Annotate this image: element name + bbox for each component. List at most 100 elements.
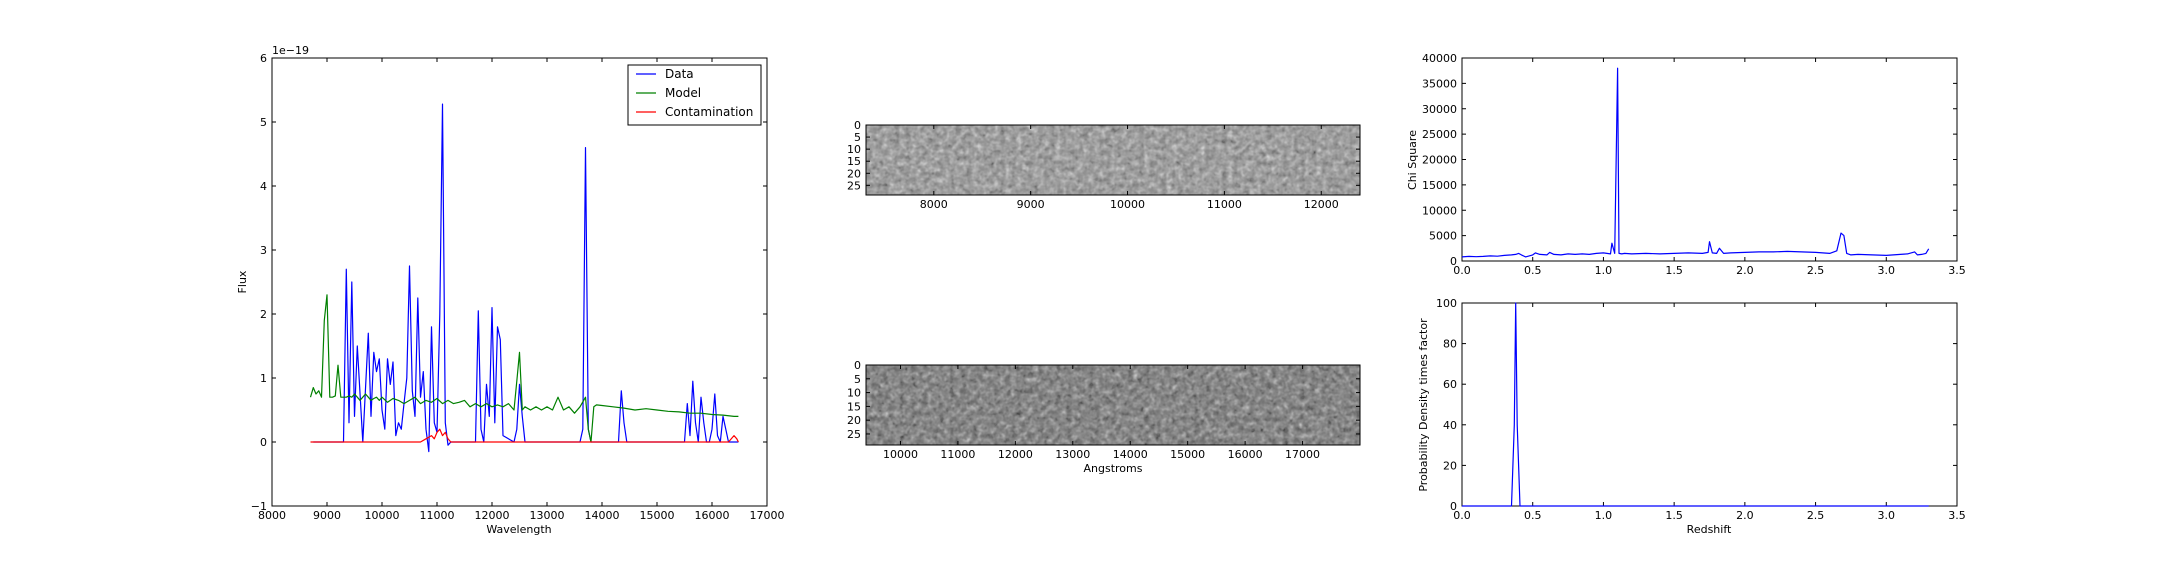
x-tick-label: 0.5: [1524, 264, 1542, 277]
legend-contamination-label: Contamination: [665, 105, 753, 119]
y-tick-label: 20: [847, 414, 861, 427]
y-tick-label: 0: [1450, 500, 1457, 513]
y-tick-label: 0: [854, 119, 861, 132]
x-tick-label: 2.0: [1736, 264, 1754, 277]
x-tick-label: 11000: [940, 448, 975, 461]
x-tick-label: 15000: [640, 509, 675, 522]
y-tick-label: 25: [847, 428, 861, 441]
probability-density-series-line: [1462, 302, 1929, 507]
x-tick-label: 14000: [585, 509, 620, 522]
y-tick-label: 20000: [1422, 154, 1457, 167]
x-tick-label: 0.0: [1453, 509, 1471, 522]
x-tick-label: 16000: [695, 509, 730, 522]
probability-density-y-axis-label: Probability Density times factor: [1417, 318, 1430, 492]
y-tick-label: 6: [260, 52, 267, 65]
image-bottom-x-axis-label: Angstroms: [1084, 462, 1143, 475]
chi-square-series-line: [1461, 67, 1930, 258]
x-tick-label: 3.0: [1878, 509, 1896, 522]
y-tick-label: 100: [1436, 297, 1457, 310]
data-line: [313, 103, 739, 453]
y-tick-label: −1: [251, 500, 267, 513]
flux-x-axis-label: Wavelength: [486, 523, 551, 536]
x-tick-label: 0.5: [1524, 509, 1542, 522]
y-tick-label: 15: [847, 400, 861, 413]
flux-plot: 8000 9000 10000 11000 12000 13000 14000 15000 16…: [236, 44, 785, 536]
y-tick-label: 5: [854, 131, 861, 144]
x-tick-label: 1.5: [1665, 509, 1683, 522]
y-tick-label: 40000: [1422, 52, 1457, 65]
y-tick-label: 1: [260, 372, 267, 385]
x-tick-label: 10000: [1110, 198, 1145, 211]
y-tick-label: 40: [1443, 419, 1457, 432]
x-tick-label: 11000: [1207, 198, 1242, 211]
y-tick-label: 0: [854, 359, 861, 372]
series-line: [1461, 67, 1930, 258]
y-tick-label: 10000: [1422, 204, 1457, 217]
chi-square-plot: 0.0 0.5 1.0 1.5 2.0 2.5 3.0 3.5 0 5000 10000 15000 2…: [1406, 52, 1966, 277]
flux-y-axis-label: Flux: [236, 270, 249, 293]
image-bottom-axis-ticks: 10000 11000 12000 13000 14000 15000 16000 17000…: [847, 359, 1360, 461]
x-tick-label: 10000: [883, 448, 918, 461]
y-tick-label: 0: [260, 436, 267, 449]
contamination-line: [310, 428, 739, 443]
legend-data-label: Data: [665, 67, 694, 81]
legend-model-label: Model: [665, 86, 701, 100]
image-bottom-noise: [866, 365, 1360, 445]
x-tick-label: 8000: [920, 198, 948, 211]
image-bottom-frame: [865, 364, 1361, 446]
y-tick-label: 25: [847, 179, 861, 192]
x-tick-label: 3.5: [1948, 264, 1966, 277]
y-tick-label: 25000: [1422, 128, 1457, 141]
spectrum-image-bottom: 10000 11000 12000 13000 14000 15000 16000 17000…: [847, 359, 1361, 475]
y-tick-label: 15: [847, 155, 861, 168]
x-tick-label: 3.5: [1948, 509, 1966, 522]
x-tick-label: 2.0: [1736, 509, 1754, 522]
y-tick-label: 35000: [1422, 77, 1457, 90]
image-top-frame: [865, 124, 1361, 196]
series-line: [1462, 302, 1929, 507]
x-tick-label: 13000: [1055, 448, 1090, 461]
x-tick-label: 12000: [998, 448, 1033, 461]
y-tick-label: 60: [1443, 378, 1457, 391]
chi-square-frame: [1461, 57, 1958, 262]
x-tick-label: 14000: [1113, 448, 1148, 461]
x-tick-label: 9000: [313, 509, 341, 522]
probability-density-frame: [1461, 302, 1958, 507]
y-tick-label: 30000: [1422, 103, 1457, 116]
y-tick-label: 5000: [1429, 230, 1457, 243]
x-tick-label: 2.5: [1807, 264, 1825, 277]
y-tick-label: 5: [854, 373, 861, 386]
x-tick-label: 11000: [420, 509, 455, 522]
x-tick-label: 8000: [258, 509, 286, 522]
y-tick-label: 10: [847, 387, 861, 400]
y-tick-label: 10: [847, 143, 861, 156]
y-tick-label: 2: [260, 308, 267, 321]
flux-series-lines: [309, 103, 739, 453]
x-tick-label: 10000: [365, 509, 400, 522]
x-tick-label: 1.0: [1595, 509, 1613, 522]
x-tick-label: 3.0: [1878, 264, 1896, 277]
y-tick-label: 20: [847, 167, 861, 180]
y-tick-label: 80: [1443, 338, 1457, 351]
y-tick-label: 15000: [1422, 179, 1457, 192]
x-tick-label: 2.5: [1807, 509, 1825, 522]
y-tick-label: 3: [260, 244, 267, 257]
x-tick-label: 0.0: [1453, 264, 1471, 277]
probability-density-plot: 0.0 0.5 1.0 1.5 2.0 2.5 3.0 3.5 0 20 40 60 80 100 Red…: [1417, 297, 1966, 536]
x-tick-label: 1.0: [1595, 264, 1613, 277]
probability-density-axis-ticks: 0.0 0.5 1.0 1.5 2.0 2.5 3.0 3.5 0 20 40 60 80 100: [1436, 297, 1966, 522]
flux-plot-frame: [271, 57, 768, 507]
image-top-noise: [866, 125, 1360, 195]
x-tick-label: 13000: [530, 509, 565, 522]
x-tick-label: 15000: [1170, 448, 1205, 461]
x-tick-label: 17000: [750, 509, 785, 522]
y-tick-label: 4: [260, 180, 267, 193]
flux-offset-text: 1e−19: [272, 44, 309, 57]
x-tick-label: 1.5: [1665, 264, 1683, 277]
y-tick-label: 5: [260, 116, 267, 129]
y-tick-label: 20: [1443, 459, 1457, 472]
legend-frame: [627, 64, 762, 126]
